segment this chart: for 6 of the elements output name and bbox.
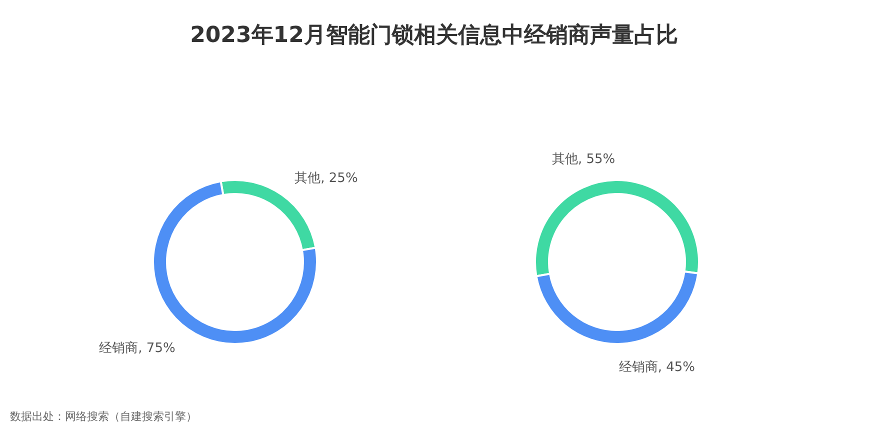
text: 数据出处：网络搜索（自建搜索引擎） <box>10 410 197 423</box>
slice-label: 其他, 25% <box>294 170 358 186</box>
slice-label: 经销商, 75% <box>99 341 176 356</box>
slice-label: 其他, 55% <box>552 152 616 168</box>
slice-label: 经销商, 45% <box>618 360 695 375</box>
text: 2023年12月智能门锁相关信息中经销商声量占比 <box>190 22 678 48</box>
